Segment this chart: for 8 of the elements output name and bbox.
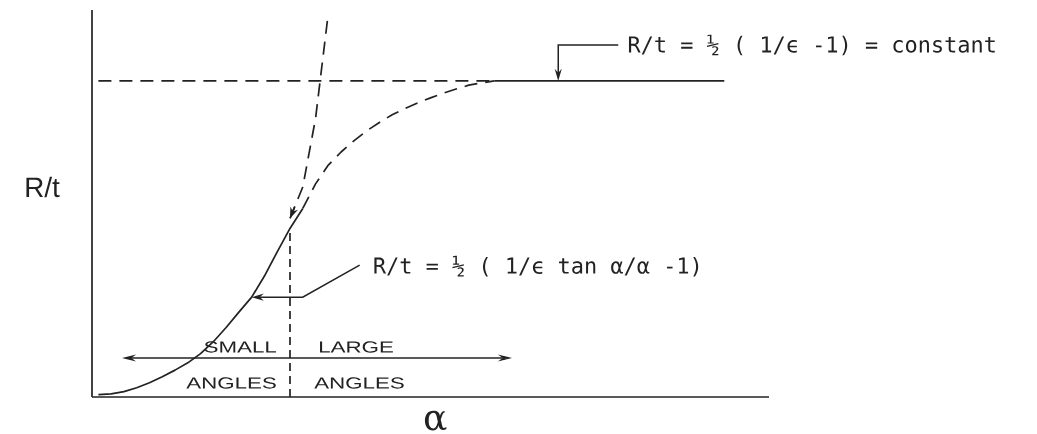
annotation: ANGLES [186,377,276,389]
x-axis-title: α [424,410,447,431]
annotation: R/t = ½ ( 1/ϵ -1) = constant [628,34,995,56]
annotation: SMALL [204,341,277,353]
annotation: ANGLES [314,377,404,389]
annotation: LARGE [320,341,393,353]
annotation: R/t = ½ ( 1/ϵ tan α/α -1) [374,255,699,277]
y-axis-title: R/t [26,176,60,198]
